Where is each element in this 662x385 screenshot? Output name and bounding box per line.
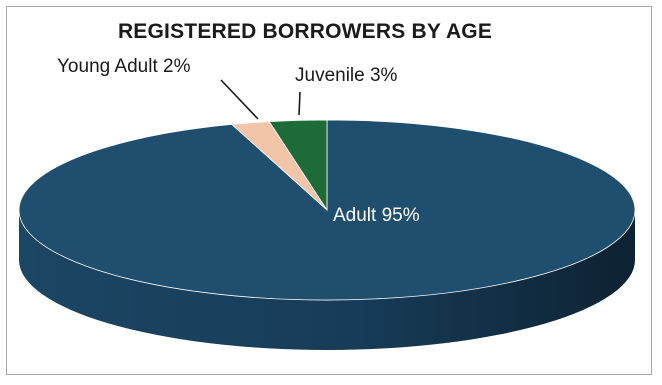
data-label-young-adult: Young Adult 2% — [57, 56, 191, 77]
pie-side-wall — [19, 210, 635, 350]
leader-line-young-adult — [220, 79, 259, 120]
pie-chart: REGISTERED BORROWERS BY AGE Adult 95% Yo… — [18, 20, 636, 350]
data-label-adult: Adult 95% — [333, 205, 420, 226]
pie-group — [18, 119, 636, 350]
chart-title: REGISTERED BORROWERS BY AGE — [118, 20, 492, 43]
pie-slice-juvenile — [268, 119, 328, 212]
labels-group: Adult 95% Young Adult 2% Juvenile 3% — [57, 56, 420, 226]
data-label-juvenile: Juvenile 3% — [295, 65, 398, 86]
leader-line-juvenile — [298, 91, 301, 116]
chart-frame: REGISTERED BORROWERS BY AGE Adult 95% Yo… — [6, 6, 652, 375]
